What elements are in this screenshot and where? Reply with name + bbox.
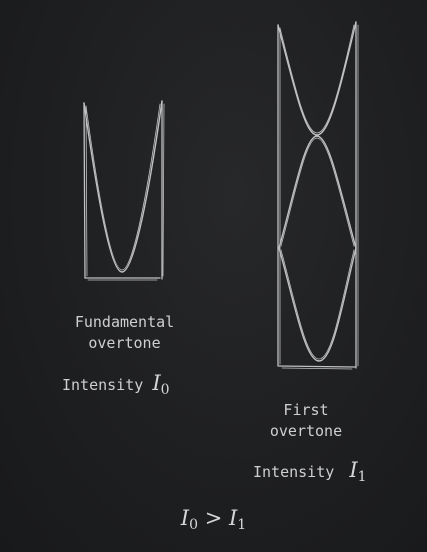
fundamental-left-wall <box>83 102 86 279</box>
fundamental-label-line2: overtone <box>88 334 161 352</box>
first-overtone-label-line1: First <box>283 401 329 419</box>
fundamental-mode-sketch <box>83 100 165 281</box>
overtone-upper-lobe <box>277 21 357 136</box>
fundamental-label-line1: Fundamental <box>74 313 175 331</box>
first-overtone-label: First overtone <box>246 400 366 442</box>
first-overtone-intensity-word: Intensity <box>253 463 335 481</box>
relation-operator: > <box>204 506 223 530</box>
fundamental-intensity: Intensity I0 <box>62 371 170 398</box>
overtone-base <box>278 365 356 368</box>
first-overtone-label-line2: overtone <box>269 422 343 440</box>
overtone-lower-lobe <box>278 247 357 362</box>
fundamental-intensity-symbol: I0 <box>152 371 170 398</box>
first-overtone-intensity-symbol: I1 <box>349 458 367 485</box>
fundamental-label: Fundamental overtone <box>62 312 187 354</box>
overtone-middle-lobe <box>278 135 357 249</box>
intensity-relation: I0 > I1 <box>0 506 427 533</box>
relation-right-symbol: I <box>228 506 238 530</box>
fundamental-intensity-word: Intensity <box>62 376 144 394</box>
first-overtone-intensity: Intensity I1 <box>253 458 367 485</box>
relation-left-symbol: I <box>180 506 190 530</box>
fundamental-wave <box>83 100 163 273</box>
first-overtone-sketch <box>277 21 359 370</box>
relation-right-subscript: 1 <box>237 517 247 533</box>
relation-left-subscript: 0 <box>189 517 198 533</box>
